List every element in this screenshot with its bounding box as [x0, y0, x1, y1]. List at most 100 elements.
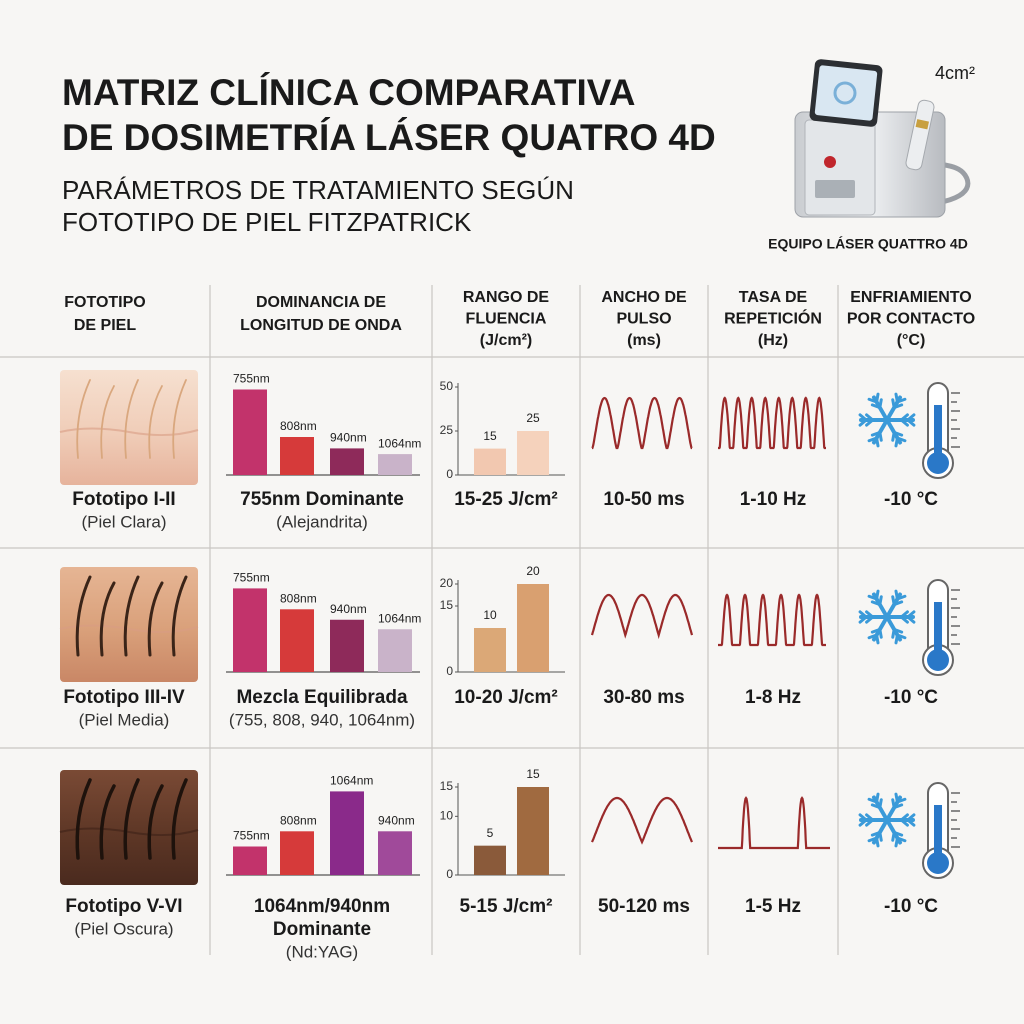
- repetition-waveform: [718, 396, 826, 450]
- data-label: 5: [487, 826, 494, 840]
- snowflake-branch: [870, 830, 882, 837]
- cooling: -10 °C: [884, 489, 938, 510]
- wavelength-note: (Alejandrita): [276, 512, 368, 531]
- column-header: TASA DE: [739, 289, 808, 306]
- wavelength-bar: [330, 791, 364, 875]
- snowflake-icon: [858, 392, 916, 448]
- thermometer-icon: [922, 782, 960, 879]
- skin-illustration: [59, 770, 199, 885]
- fluence: 10-20 J/cm²: [454, 687, 558, 708]
- column-header: REPETICIÓN: [724, 309, 822, 328]
- hair: [75, 778, 92, 860]
- column-header: FOTOTIPO: [64, 294, 145, 311]
- thermometer-fluid: [934, 602, 942, 660]
- pulse-waveform: [590, 796, 694, 845]
- snowflake-branch: [867, 836, 879, 843]
- snowflake-branch: [865, 813, 875, 822]
- fluence-bar: [517, 584, 549, 672]
- thermometer-icon: [922, 382, 960, 479]
- snowflake-branch: [894, 633, 899, 645]
- y-tick-label: 15: [440, 598, 454, 612]
- wavelength-bar: [233, 846, 267, 875]
- wavelength-label: 755nm: [233, 372, 270, 386]
- wavelength-label: 755nm: [233, 829, 270, 843]
- spot-size-label: 4cm²: [935, 63, 975, 83]
- wavelength-summary: Mezcla Equilibrada: [236, 687, 407, 708]
- snowflake-branch: [878, 595, 883, 607]
- snowflake-branch: [875, 792, 880, 804]
- snowflake-branch: [895, 797, 907, 804]
- skin-image: [60, 770, 198, 885]
- fluence: 15-25 J/cm²: [454, 489, 558, 510]
- repetition-rate: 1-8 Hz: [745, 687, 801, 708]
- thermometer-bulb: [927, 452, 949, 474]
- cooling: -10 °C: [884, 687, 938, 708]
- hair: [171, 575, 188, 657]
- wavelength-bar: [280, 609, 314, 672]
- wavelength-label: 755nm: [233, 571, 270, 585]
- snowflake-branch: [906, 418, 916, 427]
- y-tick-label: 0: [446, 664, 453, 678]
- fluence-bar: [517, 431, 549, 475]
- hair: [99, 784, 116, 860]
- wavelength-bar: [330, 448, 364, 475]
- snowflake-branch: [906, 818, 916, 827]
- data-label: 20: [526, 564, 540, 578]
- column-header: DE PIEL: [74, 317, 136, 334]
- fluence-bar: [474, 628, 506, 672]
- snowflake-branch: [870, 430, 882, 437]
- snowflake-branch: [858, 413, 868, 422]
- y-tick-label: 10: [440, 809, 454, 823]
- device-caption: EQUIPO LÁSER QUATTRO 4D: [768, 236, 968, 252]
- wavelength-bar: [378, 831, 412, 875]
- snowflake-branch: [891, 430, 896, 442]
- column-header: LONGITUD DE ONDA: [240, 317, 402, 334]
- column-header: DOMINANCIA DE: [256, 294, 386, 311]
- snowflake-branch: [892, 600, 904, 607]
- skin-illustration: [59, 567, 199, 682]
- y-tick-label: 15: [440, 779, 454, 793]
- snowflake-branch: [894, 436, 899, 448]
- fluence-bar: [517, 787, 549, 875]
- data-label: 15: [483, 429, 497, 443]
- wavelength-summary: Dominante: [273, 919, 371, 940]
- wavelength-bar: [233, 389, 267, 475]
- wavelength-note: (Nd:YAG): [286, 942, 358, 961]
- y-tick-label: 25: [440, 423, 454, 437]
- skin-image: [60, 567, 198, 682]
- wavelength-label: 808nm: [280, 813, 317, 827]
- hair: [171, 778, 188, 860]
- snowflake-branch: [899, 615, 909, 624]
- snowflake-branch: [894, 836, 899, 848]
- wavelength-bar: [280, 831, 314, 875]
- wavelength-note: (755, 808, 940, 1064nm): [229, 710, 415, 729]
- wavelength-label: 1064nm: [378, 436, 421, 450]
- wavelength-label: 808nm: [280, 419, 317, 433]
- wavelength-label: 940nm: [330, 602, 367, 616]
- wavelength-bar: [233, 588, 267, 672]
- column-header: POR CONTACTO: [847, 311, 975, 328]
- repetition-waveform: [718, 796, 830, 850]
- column-header: RANGO DE: [463, 289, 550, 306]
- thermometer-icon: [922, 579, 960, 676]
- thermometer-fluid: [934, 805, 942, 863]
- snowflake-icon: [858, 589, 916, 645]
- pulse-width: 30-80 ms: [603, 687, 684, 708]
- skin-description: (Piel Oscura): [74, 919, 173, 938]
- snowflake-branch: [858, 610, 868, 619]
- wavelength-label: 940nm: [378, 813, 415, 827]
- snowflake-branch: [867, 633, 879, 640]
- column-header: PULSO: [616, 311, 671, 328]
- wavelength-label: 1064nm: [378, 611, 421, 625]
- snowflake-branch: [895, 397, 907, 404]
- skin-image: [60, 370, 198, 485]
- wavelength-label: 940nm: [330, 431, 367, 445]
- snowflake-branch: [878, 398, 883, 410]
- data-label: 25: [526, 411, 540, 425]
- wavelength-bar: [378, 454, 412, 475]
- wavelength-summary: 1064nm/940nm: [254, 896, 390, 917]
- hair: [76, 379, 91, 459]
- wavelength-bar: [378, 629, 412, 672]
- snowflake-branch: [891, 830, 896, 842]
